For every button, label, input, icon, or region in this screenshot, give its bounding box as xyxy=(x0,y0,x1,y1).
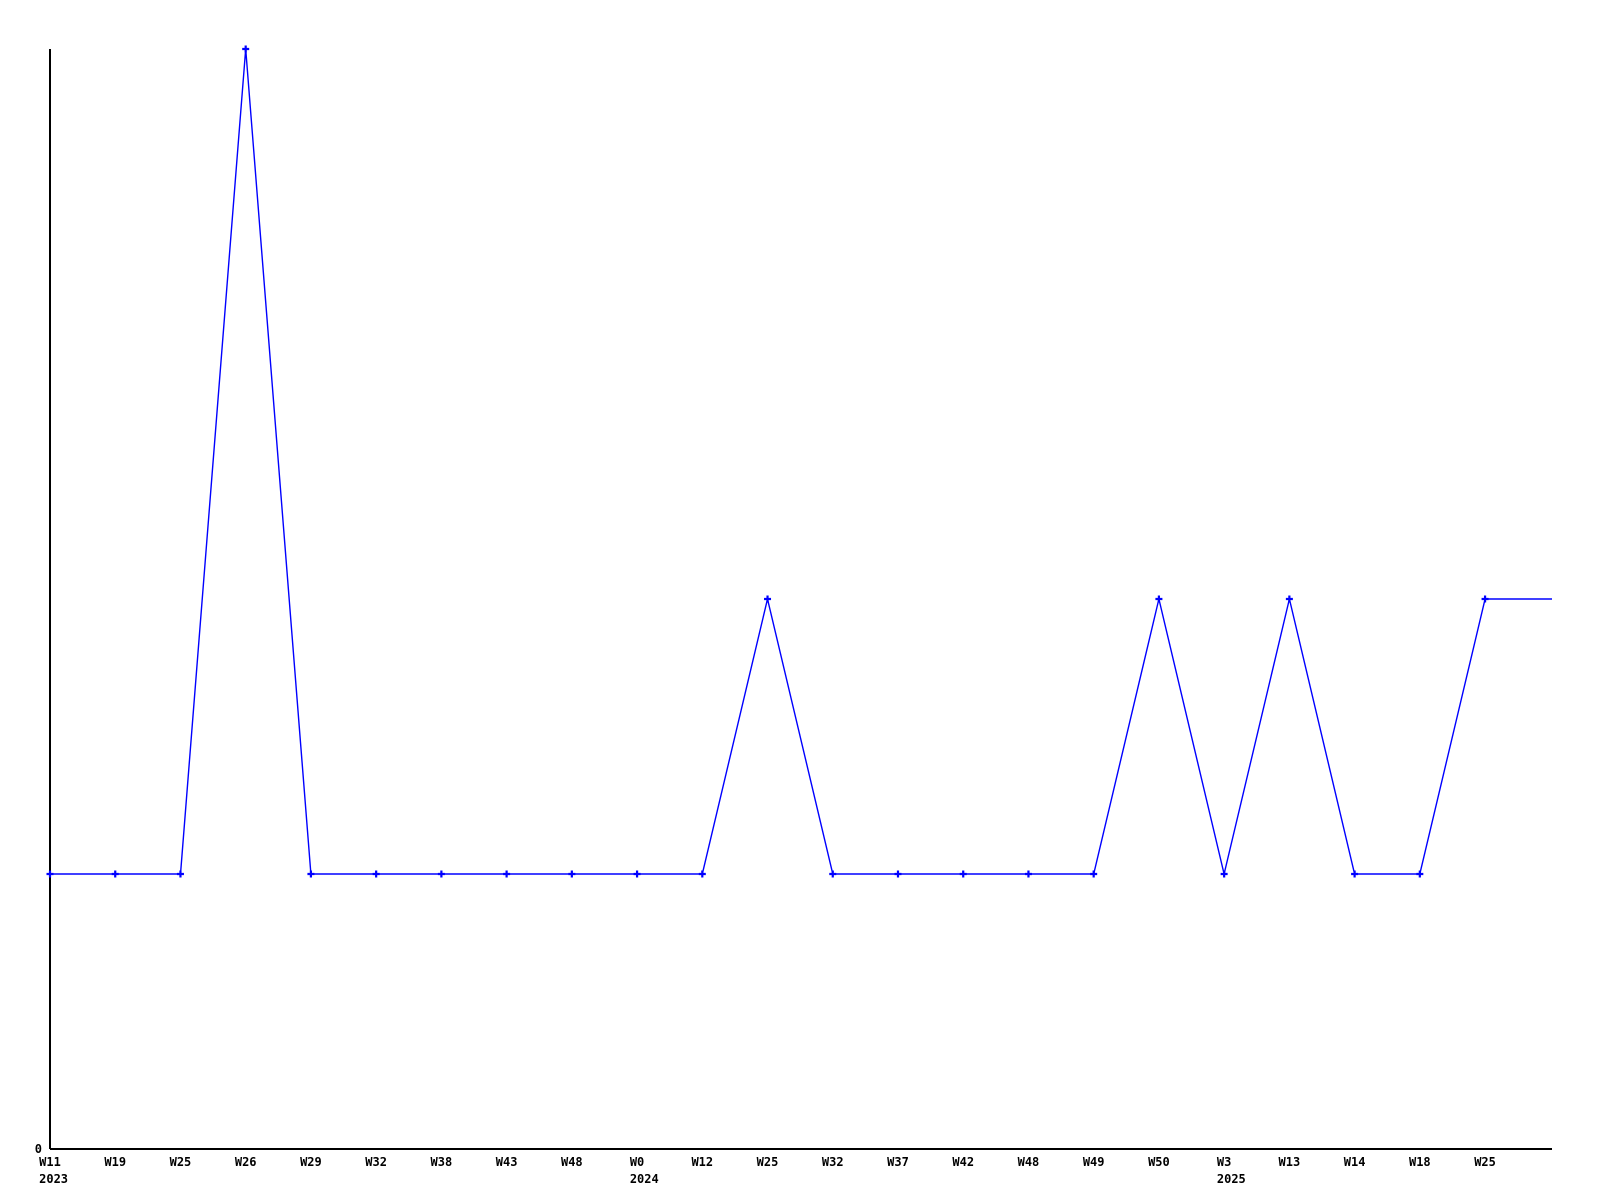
data-point-marker xyxy=(1090,870,1098,878)
data-point-marker xyxy=(829,870,837,878)
x-tick-label: W48 xyxy=(561,1155,583,1169)
x-tick-label: W43 xyxy=(496,1155,518,1169)
x-tick-label: W25 xyxy=(757,1155,779,1169)
x-tick-label: W3 xyxy=(1217,1155,1231,1169)
x-tick-label: W18 xyxy=(1409,1155,1431,1169)
x-tick-label: W32 xyxy=(822,1155,844,1169)
data-point-marker xyxy=(959,870,967,878)
data-point-marker xyxy=(437,870,445,878)
data-point-marker xyxy=(111,870,119,878)
data-point-marker xyxy=(372,870,380,878)
data-point-marker xyxy=(176,870,184,878)
x-tick-label: W32 xyxy=(365,1155,387,1169)
data-point-marker xyxy=(1024,870,1032,878)
x-tick-label: W0 xyxy=(630,1155,644,1169)
data-point-marker xyxy=(633,870,641,878)
data-point-marker xyxy=(698,870,706,878)
x-tick-label: W26 xyxy=(235,1155,257,1169)
data-point-marker xyxy=(764,595,772,603)
series-line xyxy=(50,48,1552,875)
y-zero-label: 0 xyxy=(35,1142,42,1156)
x-tick-label: W19 xyxy=(104,1155,126,1169)
data-point-marker xyxy=(894,870,902,878)
data-point-marker xyxy=(242,45,250,53)
data-point-marker xyxy=(1285,595,1293,603)
x-tick-label: W13 xyxy=(1279,1155,1301,1169)
x-tick-label: W14 xyxy=(1344,1155,1366,1169)
x-tick-label: W38 xyxy=(431,1155,453,1169)
data-point-marker xyxy=(307,870,315,878)
x-tick-label: W42 xyxy=(952,1155,974,1169)
x-tick-label: W49 xyxy=(1083,1155,1105,1169)
x-tick-label: W50 xyxy=(1148,1155,1170,1169)
x-tick-label: W25 xyxy=(170,1155,192,1169)
data-point-marker xyxy=(46,870,54,878)
x-year-label: 2025 xyxy=(1217,1172,1246,1186)
x-tick-label: W37 xyxy=(887,1155,909,1169)
x-tick-label: W25 xyxy=(1474,1155,1496,1169)
x-tick-label: W11 xyxy=(39,1155,61,1169)
data-point-marker xyxy=(1351,870,1359,878)
data-point-marker xyxy=(1481,595,1489,603)
data-point-marker xyxy=(503,870,511,878)
x-tick-label: W48 xyxy=(1018,1155,1040,1169)
data-point-marker xyxy=(1155,595,1163,603)
data-point-marker xyxy=(1416,870,1424,878)
x-year-label: 2024 xyxy=(630,1172,659,1186)
x-year-label: 2023 xyxy=(39,1172,68,1186)
x-tick-label: W29 xyxy=(300,1155,322,1169)
data-point-marker xyxy=(568,870,576,878)
data-point-marker xyxy=(1220,870,1228,878)
x-tick-label: W12 xyxy=(691,1155,713,1169)
